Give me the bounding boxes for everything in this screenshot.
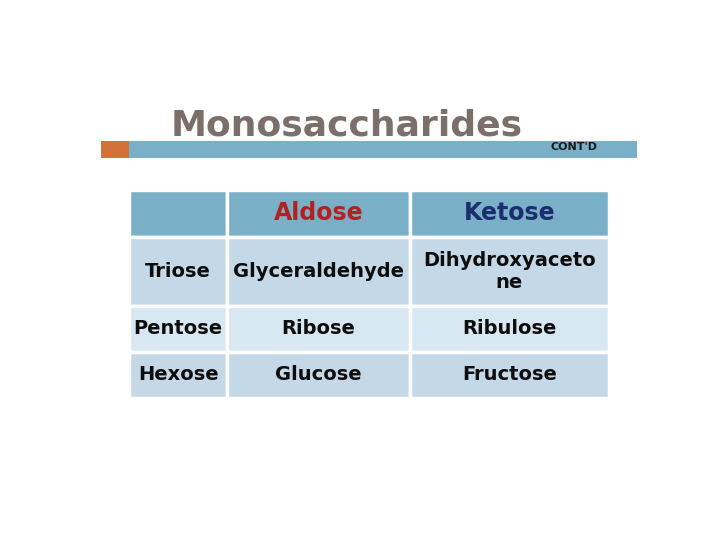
Text: Glyceraldehyde: Glyceraldehyde bbox=[233, 262, 404, 281]
Bar bbox=[228, 190, 410, 237]
Text: Pentose: Pentose bbox=[134, 319, 222, 339]
Bar bbox=[228, 306, 410, 352]
Text: CONT'D: CONT'D bbox=[551, 141, 598, 152]
Bar bbox=[129, 190, 228, 237]
Text: Aldose: Aldose bbox=[274, 201, 364, 225]
Text: Ribose: Ribose bbox=[282, 319, 356, 339]
Bar bbox=[129, 141, 636, 158]
Bar bbox=[228, 352, 410, 398]
Text: Fructose: Fructose bbox=[462, 366, 557, 384]
Bar bbox=[129, 352, 228, 398]
Bar bbox=[129, 237, 228, 306]
Bar bbox=[101, 141, 129, 158]
Bar bbox=[410, 190, 609, 237]
Bar bbox=[410, 352, 609, 398]
Bar bbox=[228, 237, 410, 306]
Text: Monosaccharides: Monosaccharides bbox=[171, 109, 523, 143]
Bar bbox=[410, 306, 609, 352]
Text: Hexose: Hexose bbox=[138, 366, 219, 384]
Bar bbox=[410, 237, 609, 306]
Text: Ketose: Ketose bbox=[464, 201, 555, 225]
Text: Ribulose: Ribulose bbox=[462, 319, 557, 339]
Bar bbox=[129, 306, 228, 352]
Text: Triose: Triose bbox=[145, 262, 211, 281]
Text: Dihydroxyaceto
ne: Dihydroxyaceto ne bbox=[423, 251, 595, 292]
Text: Glucose: Glucose bbox=[275, 366, 362, 384]
